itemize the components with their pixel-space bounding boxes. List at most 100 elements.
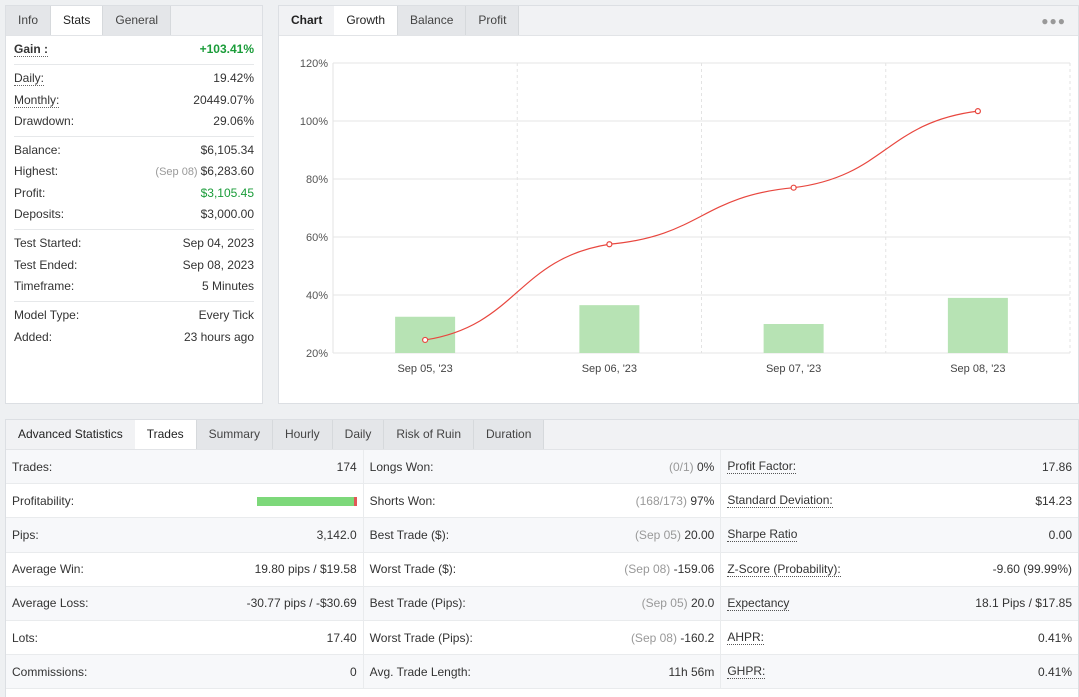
info-tabs: Info Stats General <box>6 6 262 36</box>
x-tick-label: Sep 08, '23 <box>950 363 1005 375</box>
monthly-label[interactable]: Monthly: <box>14 92 60 108</box>
profit-row: Profit: $3,105.45 <box>14 183 254 204</box>
y-tick-label: 120% <box>300 58 328 70</box>
test-started-value: Sep 04, 2023 <box>182 236 254 251</box>
more-dots-icon[interactable]: ●●● <box>1041 14 1066 28</box>
growth-chart: 20% 40% 60% 80% 100% 120% Sep 05, '23 Sep 06, '… <box>300 58 1071 375</box>
highest-value: $6,283.60 <box>200 164 254 179</box>
stat-note: (Sep 05) <box>634 527 681 542</box>
stat-note: (Sep 08) <box>630 630 677 645</box>
stat-value <box>256 494 357 508</box>
tab-summary[interactable]: Summary <box>196 420 273 449</box>
stat-value: (Sep 05) 20.0 <box>642 596 715 610</box>
adv-column-3: Profit Factor: 17.86 Standard Deviation: $1… <box>720 450 1079 690</box>
highest-label: Highest: <box>14 164 59 179</box>
stat-value-text: 0.41% <box>1037 664 1073 679</box>
stat-row: Trades: 174 <box>6 450 363 485</box>
stat-label: Best Trade (Pips): <box>369 596 466 611</box>
stat-label[interactable]: Z-Score (Probability): <box>727 561 841 577</box>
stat-note: (168/173) <box>635 493 687 508</box>
x-tick-label: Sep 05, '23 <box>397 363 452 375</box>
stat-value: 3,142.0 <box>317 528 357 542</box>
daily-label[interactable]: Daily: <box>14 71 45 87</box>
stat-row: Standard Deviation: $14.23 <box>721 484 1079 519</box>
stat-row: Worst Trade ($): (Sep 08) -159.06 <box>363 553 721 587</box>
stat-value: -9.60 (99.99%) <box>993 562 1072 576</box>
stat-value-text: 11h 56m <box>668 664 715 679</box>
stat-row: GHPR: 0.41% <box>721 655 1079 690</box>
added-label: Added: <box>14 329 53 344</box>
drawdown-label: Drawdown: <box>14 113 75 128</box>
stat-value-text: 19.80 pips / $19.58 <box>254 562 357 577</box>
gain-group: Gain : +103.41% <box>14 36 254 66</box>
stat-label: Average Loss: <box>12 596 89 611</box>
stat-label: Lots: <box>12 630 39 645</box>
stat-value-text: $14.23 <box>1035 493 1073 508</box>
stat-label: Profitability: <box>12 493 75 508</box>
stat-value-text: 0.41% <box>1037 630 1073 645</box>
daily-row: Daily: 19.42% <box>14 68 254 89</box>
stat-row: Average Win: 19.80 pips / $19.58 <box>6 553 363 587</box>
stat-value-text: 174 <box>336 459 357 474</box>
gain-label[interactable]: Gain : <box>14 42 49 57</box>
stat-value-text: -159.06 <box>673 562 715 577</box>
stat-value: $14.23 <box>1035 494 1072 508</box>
tab-daily[interactable]: Daily <box>332 420 385 449</box>
stat-label[interactable]: Sharpe Ratio <box>727 527 798 543</box>
adv-column-2: Longs Won: (0/1) 0% Shorts Won: (168/173) 9… <box>362 450 721 690</box>
line-point <box>790 184 797 191</box>
stat-value-text: 0% <box>697 459 715 474</box>
tab-hourly[interactable]: Hourly <box>272 420 333 449</box>
stat-label[interactable]: GHPR: <box>727 664 766 680</box>
stat-row: Pips: 3,142.0 <box>6 518 363 553</box>
profitability-bar <box>256 497 357 507</box>
tab-duration[interactable]: Duration <box>474 420 545 449</box>
stat-value: 18.1 Pips / $17.85 <box>975 596 1072 610</box>
stat-label[interactable]: Expectancy <box>727 595 790 611</box>
stat-value: (Sep 05) 20.00 <box>635 528 714 542</box>
stat-row: Shorts Won: (168/173) 97% <box>363 484 721 519</box>
tab-profit[interactable]: Profit <box>466 6 520 35</box>
stat-value-text: 3,142.0 <box>316 527 357 542</box>
stat-label: Best Trade ($): <box>369 527 450 542</box>
timeframe-label: Timeframe: <box>14 278 75 293</box>
tab-trades[interactable]: Trades <box>134 420 197 449</box>
stat-label[interactable]: AHPR: <box>727 630 765 646</box>
model-type-row: Model Type: Every Tick <box>14 305 254 326</box>
test-started-label: Test Started: <box>14 236 82 251</box>
line-point <box>606 241 613 248</box>
stat-value: (0/1) 0% <box>669 460 714 474</box>
y-tick-label: 20% <box>306 348 328 360</box>
deposits-value: $3,000.00 <box>200 207 254 222</box>
tab-stats[interactable]: Stats <box>51 6 104 35</box>
tab-risk-of-ruin[interactable]: Risk of Ruin <box>384 420 475 449</box>
stat-row: Best Trade (Pips): (Sep 05) 20.0 <box>363 586 721 621</box>
model-type-value: Every Tick <box>198 308 254 323</box>
stat-row: Worst Trade (Pips): (Sep 08) -160.2 <box>363 621 721 656</box>
monthly-value: 20449.07% <box>193 92 254 107</box>
tab-growth[interactable]: Growth <box>334 6 399 35</box>
tab-general[interactable]: General <box>103 6 172 35</box>
highest-row: Highest: (Sep 08) $6,283.60 <box>14 161 254 182</box>
gain-value: +103.41% <box>199 42 254 56</box>
stat-note: (Sep 05) <box>641 596 688 611</box>
adv-column-1: Trades: 174 Profitability: Pips: 3,142.0 Aver… <box>6 450 363 690</box>
stat-label: Average Win: <box>12 562 84 577</box>
test-group: Test Started: Sep 04, 2023 Test Ended: S… <box>14 230 254 303</box>
tab-info[interactable]: Info <box>6 6 52 35</box>
stat-label[interactable]: Profit Factor: <box>727 459 797 475</box>
balance-label: Balance: <box>14 143 61 158</box>
stat-row: Commissions: 0 <box>6 655 363 690</box>
chart-tabs: Chart Growth Balance Profit <box>279 6 1078 36</box>
stat-label: Pips: <box>12 527 39 542</box>
stat-value: (Sep 08) -159.06 <box>624 562 714 576</box>
stat-label: Commissions: <box>12 664 88 679</box>
stat-value: -30.77 pips / -$30.69 <box>247 596 357 610</box>
rates-group: Daily: 19.42% Monthly: 20449.07% Drawdow… <box>14 65 254 138</box>
tab-balance[interactable]: Balance <box>398 6 467 35</box>
adv-title: Advanced Statistics <box>18 427 123 441</box>
stat-label: Worst Trade (Pips): <box>369 630 473 645</box>
bar <box>763 324 824 353</box>
stat-label[interactable]: Standard Deviation: <box>727 493 833 509</box>
timeframe-value: 5 Minutes <box>201 278 254 293</box>
